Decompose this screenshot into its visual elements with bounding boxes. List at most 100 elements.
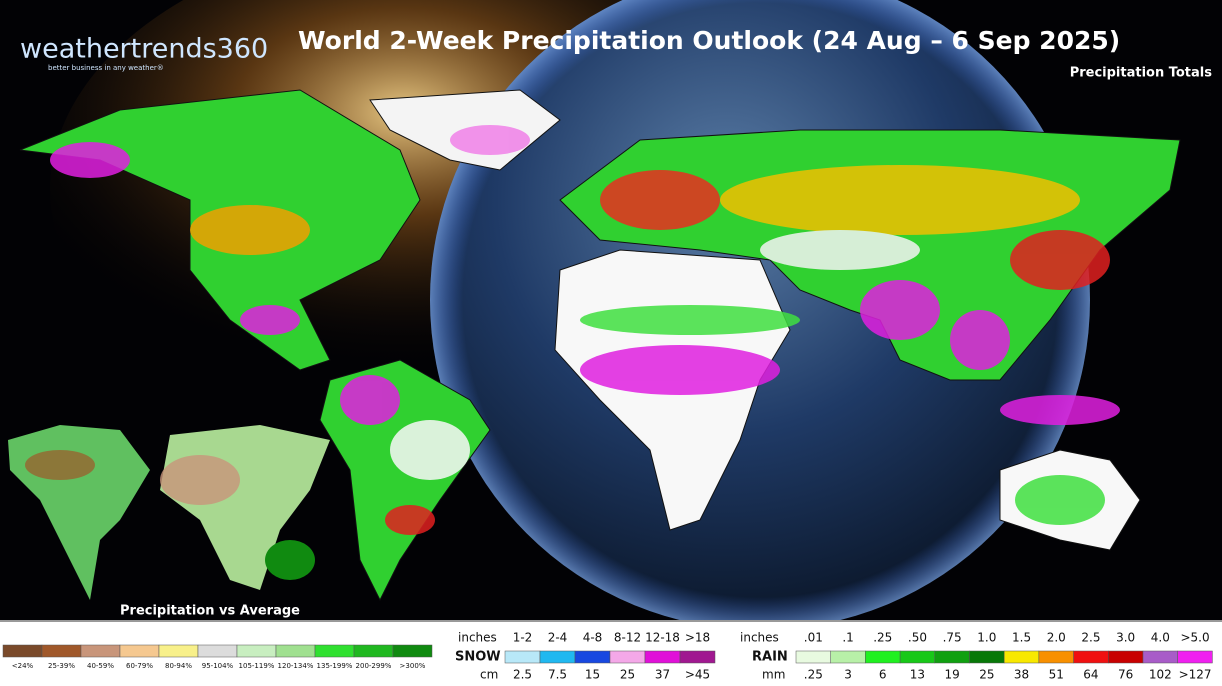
title: World 2-Week Precipitation Outlook (24 A… [298,26,1120,55]
snow-cm-unit: cm [480,668,498,682]
rain-swatch [1038,650,1074,664]
inset-dry [160,455,240,505]
rain-inches-label: 2.0 [1047,631,1066,645]
anomaly-label: 105-119% [239,662,275,670]
blob [240,305,300,335]
snow-swatch [539,650,576,664]
rain-swatch [1003,650,1040,664]
rain-swatch [1073,650,1109,664]
anomaly-label: 135-199% [317,662,353,670]
rain-swatch [830,650,866,664]
anomaly-label: 40-59% [87,662,114,670]
rain-mm-label: 13 [910,668,925,682]
rain-inches-label: 1.5 [1012,631,1031,645]
rain-inches-unit: inches [740,631,779,645]
anomaly-swatch [2,644,43,658]
rain-mm-label: 64 [1083,668,1098,682]
snow-swatch [679,650,716,664]
anomaly-label: 25-39% [48,662,75,670]
rain-inches-label: 2.5 [1081,631,1100,645]
rain-swatch [1177,650,1213,664]
inset-map [8,425,330,600]
rain-swatch [795,650,831,664]
rain-mm-label: 19 [945,668,960,682]
blob [50,142,130,178]
anomaly-swatch [197,644,238,658]
snow-inches-label: 8-12 [614,631,641,645]
blob [1000,395,1120,425]
precip-blobs [50,125,1120,535]
blob [600,170,720,230]
anomaly-label: 200-299% [356,662,392,670]
snow-cm-label: 25 [620,668,635,682]
snow-inches-label: 2-4 [548,631,568,645]
rain-title: RAIN [752,650,788,665]
rain-inches-label: .1 [842,631,853,645]
rain-mm-label: 102 [1149,668,1172,682]
logo-tagline: better business in any weather® [48,64,164,72]
snow-swatch [609,650,646,664]
anomaly-swatch [236,644,277,658]
rain-mm-label: 51 [1049,668,1064,682]
rain-inches-label: .01 [804,631,823,645]
anomaly-swatch [353,644,394,658]
snow-cm-label: 7.5 [548,668,567,682]
snow-swatch [574,650,611,664]
rain-mm-label: 3 [844,668,852,682]
snow-cm-label: 2.5 [513,668,532,682]
snow-swatch [644,650,681,664]
blob [760,230,920,270]
rain-inches-label: >5.0 [1180,631,1209,645]
rain-inches-label: 1.0 [977,631,996,645]
rain-mm-label: 76 [1118,668,1133,682]
snow-cm-label: 37 [655,668,670,682]
blob [1015,475,1105,525]
subtitle: Precipitation Totals [1070,66,1213,81]
anomaly-swatch [80,644,121,658]
snow-cm-label: 15 [585,668,600,682]
anomaly-swatch [41,644,82,658]
anomaly-label: 80-94% [165,662,192,670]
inset-dry [25,450,95,480]
rain-mm-label: 6 [879,668,887,682]
rain-mm-label: >127 [1179,668,1212,682]
logo: weathertrends360 [20,34,268,65]
anomaly-swatch [314,644,355,658]
anomaly-swatch [119,644,160,658]
rain-swatch [1142,650,1178,664]
anomaly-swatch [392,644,433,658]
rain-swatch [934,650,970,664]
blob [190,205,310,255]
anomaly-label: 60-79% [126,662,153,670]
rain-mm-label: 25 [979,668,994,682]
blob [950,310,1010,370]
rain-swatch [969,650,1005,664]
rain-inches-label: .50 [908,631,927,645]
anomaly-label: >300% [400,662,426,670]
snow-inches-label: >18 [685,631,710,645]
rain-swatch [865,650,901,664]
anomaly-label: 120-134% [278,662,314,670]
snow-cm-label: >45 [685,668,710,682]
blob [1010,230,1110,290]
rain-mm-label: .25 [804,668,823,682]
blob [340,375,400,425]
snow-inches-label: 4-8 [583,631,603,645]
inset-wet [265,540,315,580]
snow-swatch [504,650,541,664]
anomaly-label: <24% [12,662,34,670]
blob [860,280,940,340]
snow-inches-label: 1-2 [513,631,533,645]
rain-inches-label: .75 [943,631,962,645]
rain-inches-label: .25 [873,631,892,645]
anomaly-label: 95-104% [202,662,234,670]
rain-inches-label: 4.0 [1151,631,1170,645]
snow-title: SNOW [455,650,501,665]
blob [580,305,800,335]
rain-mm-label: 38 [1014,668,1029,682]
blob [450,125,530,155]
inset-label: Precipitation vs Average [120,604,300,619]
anomaly-swatch [158,644,199,658]
